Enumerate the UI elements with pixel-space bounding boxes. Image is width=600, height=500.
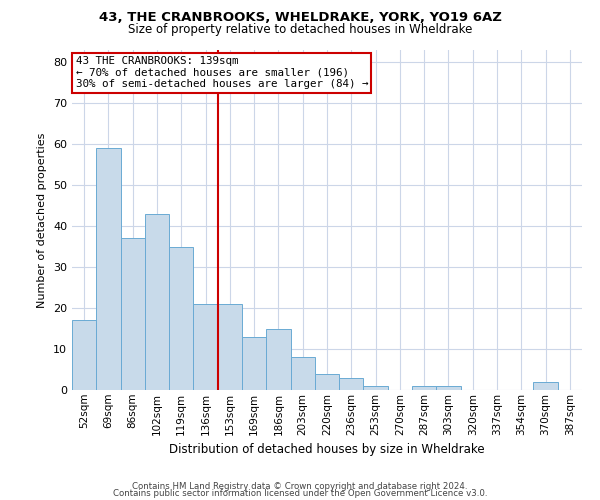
- Bar: [121, 238, 145, 390]
- Text: Contains HM Land Registry data © Crown copyright and database right 2024.: Contains HM Land Registry data © Crown c…: [132, 482, 468, 491]
- Bar: [290, 357, 315, 390]
- Bar: [145, 214, 169, 390]
- Bar: [193, 304, 218, 390]
- Bar: [169, 246, 193, 390]
- Bar: [339, 378, 364, 390]
- Bar: [266, 328, 290, 390]
- Bar: [96, 148, 121, 390]
- Bar: [315, 374, 339, 390]
- X-axis label: Distribution of detached houses by size in Wheldrake: Distribution of detached houses by size …: [169, 443, 485, 456]
- Bar: [412, 386, 436, 390]
- Text: 43, THE CRANBROOKS, WHELDRAKE, YORK, YO19 6AZ: 43, THE CRANBROOKS, WHELDRAKE, YORK, YO1…: [98, 11, 502, 24]
- Text: 43 THE CRANBROOKS: 139sqm
← 70% of detached houses are smaller (196)
30% of semi: 43 THE CRANBROOKS: 139sqm ← 70% of detac…: [76, 56, 368, 90]
- Bar: [242, 336, 266, 390]
- Bar: [533, 382, 558, 390]
- Text: Contains public sector information licensed under the Open Government Licence v3: Contains public sector information licen…: [113, 489, 487, 498]
- Bar: [364, 386, 388, 390]
- Bar: [218, 304, 242, 390]
- Bar: [72, 320, 96, 390]
- Text: Size of property relative to detached houses in Wheldrake: Size of property relative to detached ho…: [128, 22, 472, 36]
- Bar: [436, 386, 461, 390]
- Y-axis label: Number of detached properties: Number of detached properties: [37, 132, 47, 308]
